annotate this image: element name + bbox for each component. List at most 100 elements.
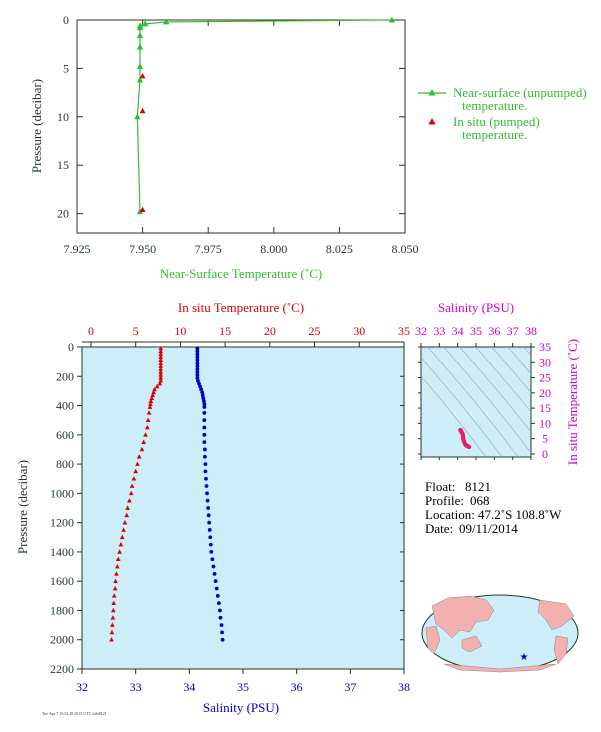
near-surface-point	[136, 43, 144, 50]
location-label: Location:	[425, 507, 475, 522]
temperature-point	[114, 563, 120, 569]
insitu-point	[139, 107, 146, 114]
profile-value: 068	[470, 493, 490, 508]
salinity-tick-label: 38	[398, 680, 410, 694]
temperature-point	[110, 622, 115, 627]
map-land-australia	[461, 635, 483, 653]
main-plot-area	[81, 346, 405, 670]
salinity-point	[215, 593, 220, 598]
temperature-point	[158, 366, 164, 371]
temperature-point	[119, 534, 125, 540]
temperature-point	[144, 424, 150, 430]
insitu-point	[139, 206, 146, 213]
temp-tick-label: 0	[88, 324, 94, 338]
top-y-tick-label: 10	[57, 110, 69, 124]
salinity-point	[206, 506, 211, 510]
top-x-ticks: 7.925 7.950 7.975 8.000 8.025 8.050	[64, 20, 419, 256]
salinity-tick-label: 37	[344, 680, 356, 694]
ts-salinity-ticks: 32 33 34 35 36 37 38	[415, 324, 537, 460]
density-contour	[443, 347, 531, 454]
salinity-point	[202, 418, 207, 423]
density-contour	[427, 347, 519, 457]
main-y-axis-label: Pressure (decibar)	[15, 460, 30, 554]
salinity-point	[209, 550, 214, 554]
map-land-antarctica	[443, 663, 557, 673]
temperature-point	[139, 446, 145, 452]
near-surface-point	[388, 16, 396, 23]
salinity-point	[202, 402, 207, 406]
pressure-tick-label: 600	[56, 428, 74, 442]
temperature-point	[158, 369, 164, 374]
ts-x-tick-label: 33	[433, 324, 445, 338]
temperature-point	[111, 593, 117, 598]
temperature-point	[151, 389, 156, 395]
main-salinity-ticks: 32 33 34 35 36 37 38	[76, 669, 410, 694]
temperature-point	[111, 600, 117, 605]
main-top-axis-label: In situ Temperature (˚C)	[178, 300, 304, 315]
temperature-point	[141, 439, 147, 444]
salinity-point	[195, 375, 200, 380]
main-chart-marks	[109, 345, 225, 642]
ts-x-tick-label: 34	[452, 324, 464, 338]
temperature-point	[131, 476, 137, 481]
temperature-point	[115, 556, 121, 562]
date-value: 09/11/2014	[459, 521, 518, 536]
profile-label: Profile:	[425, 493, 464, 508]
ts-y-tick-label: 15	[539, 401, 551, 415]
pressure-tick-label: 1000	[50, 486, 74, 500]
pressure-tick-label: 1200	[50, 516, 74, 530]
salinity-point	[218, 608, 222, 613]
ts-x-tick-label: 38	[525, 324, 537, 338]
date-label: Date:	[425, 521, 453, 536]
salinity-point	[195, 361, 200, 365]
near-surface-point	[163, 18, 170, 25]
top-x-tick-label: 7.950	[129, 242, 156, 256]
pressure-tick-label: 2000	[50, 633, 74, 647]
pressure-tick-label: 2200	[50, 662, 74, 676]
salinity-point	[195, 364, 200, 368]
salinity-tick-label: 32	[76, 680, 88, 694]
ts-x-tick-label: 37	[507, 324, 519, 338]
temp-tick-label: 30	[353, 324, 365, 338]
salinity-tick-label: 36	[291, 680, 303, 694]
top-x-tick-label: 8.025	[326, 242, 353, 256]
temperature-point	[158, 351, 164, 357]
salinity-tick-label: 34	[183, 680, 195, 694]
float-info: Float: 8121 Profile: 068 Location: 47.2˚…	[425, 479, 562, 536]
ts-chart-marks	[458, 427, 472, 450]
float-value: 8121	[465, 479, 491, 494]
ts-y-tick-label: 30	[539, 355, 551, 369]
near-surface-point	[136, 208, 144, 215]
temperature-point	[121, 527, 126, 532]
temperature-point	[117, 549, 122, 554]
map-land-north-america	[537, 599, 575, 631]
temperature-point	[148, 401, 153, 406]
temperature-point	[135, 461, 140, 466]
ts-top-axis-label: Salinity (PSU)	[438, 300, 514, 315]
salinity-point	[210, 557, 215, 562]
salinity-tick-label: 33	[130, 680, 142, 694]
near-surface-temperature-chart: 7.925 7.950 7.975 8.000 8.025 8.050 05101520 …	[29, 13, 587, 281]
salinity-point	[208, 535, 213, 540]
density-contour	[421, 375, 487, 457]
world-map: ★	[421, 594, 579, 673]
ts-y-tick-label: 20	[539, 386, 551, 400]
top-plot-frame	[76, 19, 406, 234]
temperature-point	[158, 375, 164, 380]
salinity-point	[195, 349, 200, 354]
density-contour	[459, 347, 531, 433]
top-legend: Near-surface (unpumped) temperature. In s…	[418, 85, 587, 142]
map-land-south-america	[553, 635, 569, 665]
footer-timestamp: Tue Apr 7 15:52:49 2015 UTC ifile8121	[42, 711, 107, 716]
top-y-ticks: 0 5 10 15 20	[57, 13, 405, 221]
ts-plot-area	[420, 346, 532, 458]
top-x-tick-label: 8.050	[392, 242, 419, 256]
temperature-point	[146, 410, 152, 415]
density-contour	[421, 357, 503, 457]
temperature-point	[133, 468, 139, 474]
salinity-point	[195, 372, 200, 377]
temperature-point	[158, 378, 164, 383]
near-surface-point	[136, 62, 144, 69]
map-land-asia	[431, 595, 495, 639]
